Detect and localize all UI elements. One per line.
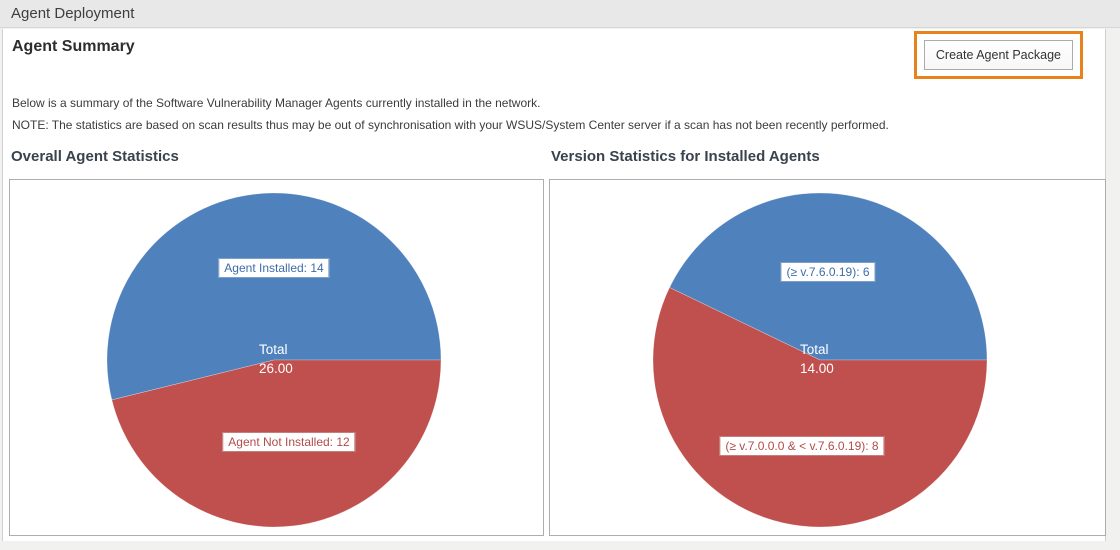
overall-stats-column: Overall Agent Statistics Agent Installed… [9,147,544,536]
pie-label-agent-not-installed: Agent Not Installed: 12 [222,432,356,452]
overall-agent-pie-chart [106,192,442,528]
overall-stats-title: Overall Agent Statistics [11,148,179,165]
total-caption: Total [800,342,829,357]
pie-total-label: Total 26.00 [259,340,293,378]
charts-row: Overall Agent Statistics Agent Installed… [9,147,1106,536]
total-caption: Total [259,342,288,357]
content-area: Agent Summary Create Agent Package Below… [2,29,1106,541]
create-agent-package-button[interactable]: Create Agent Package [923,40,1073,70]
section-header-title: Agent Deployment [11,5,135,22]
total-value: 14.00 [800,361,834,376]
summary-note: NOTE: The statistics are based on scan r… [12,118,889,132]
version-stats-title: Version Statistics for Installed Agents [551,148,820,165]
overall-stats-panel: Agent Installed: 14 Total 26.00 Agent No… [9,179,544,536]
pie-slice-agent-installed[interactable] [106,192,442,401]
highlight-box: Create Agent Package [913,31,1083,79]
pie-label-version-older: (≥ v.7.0.0.0 & < v.7.6.0.19): 8 [719,436,885,456]
version-stats-panel: (≥ v.7.6.0.19): 6 Total 14.00 (≥ v.7.0.0… [549,179,1106,536]
section-header-bar: Agent Deployment [0,0,1120,28]
version-stats-column: Version Statistics for Installed Agents … [549,147,1106,536]
page-title: Agent Summary [12,38,135,55]
summary-description: Below is a summary of the Software Vulne… [12,96,541,110]
pie-label-agent-installed: Agent Installed: 14 [218,258,330,278]
pie-label-version-current: (≥ v.7.6.0.19): 6 [780,262,876,282]
pie-slice-between-v-7-0-0-0-and-v-7-6-0-19[interactable] [652,287,988,528]
total-value: 26.00 [259,361,293,376]
pie-total-label: Total 14.00 [800,340,834,378]
